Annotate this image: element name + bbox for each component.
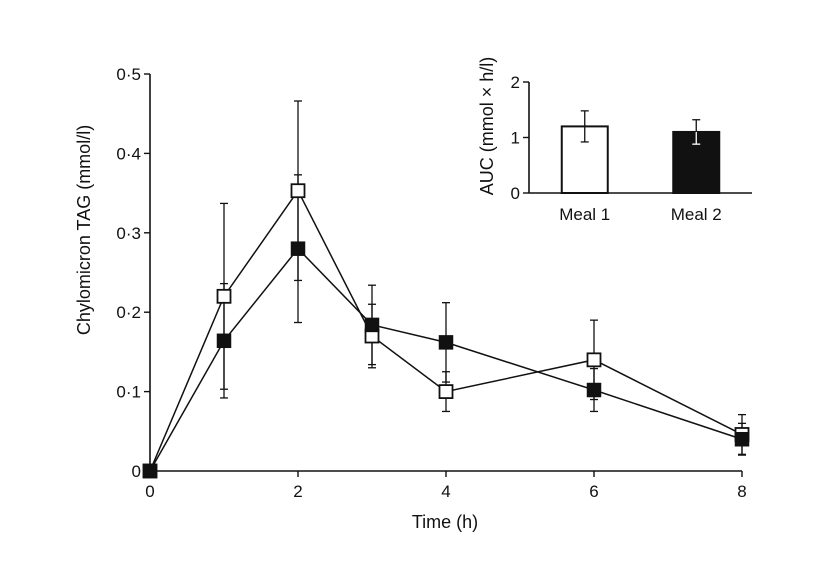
data-point-series-2	[364, 317, 380, 333]
data-point-series-2	[142, 463, 158, 479]
data-point-series-1	[216, 288, 232, 304]
inset-y-axis-title: AUC (mmol × h/l)	[477, 57, 497, 196]
x-tick-label: 8	[737, 482, 746, 501]
x-tick-label: 4	[441, 482, 450, 501]
data-point-series-1	[290, 183, 306, 199]
data-point-series-2	[216, 333, 232, 349]
data-point-series-1	[586, 352, 602, 368]
inset-category-label: Meal 2	[671, 205, 722, 224]
x-tick-label: 0	[145, 482, 154, 501]
inset-bar-plot: AUC (mmol × h/l) 0 1 2 Meal 1 Meal 2	[477, 57, 752, 224]
x-tick-label: 6	[589, 482, 598, 501]
y-tick-label: 0·5	[116, 65, 141, 84]
data-point-series-2	[586, 382, 602, 398]
inset-y-tick-label: 1	[511, 129, 520, 148]
data-point-series-1	[438, 384, 454, 400]
x-axis-title: Time (h)	[412, 512, 478, 532]
y-tick-label: 0	[132, 462, 141, 481]
data-point-series-2	[290, 241, 306, 256]
data-point-series-2	[438, 335, 454, 350]
x-tick-label: 2	[293, 482, 302, 501]
inset-y-tick-label: 0	[511, 184, 520, 203]
inset-y-tick-label: 2	[511, 73, 520, 92]
data-point-series-2	[734, 431, 750, 447]
inset-category-label: Meal 1	[559, 205, 610, 224]
y-tick-label: 0·1	[116, 383, 141, 402]
y-tick-label: 0·4	[116, 144, 141, 163]
y-tick-label: 0·3	[116, 224, 141, 243]
y-axis-title: Chylomicron TAG (mmol/l)	[74, 125, 94, 335]
y-tick-label: 0·2	[116, 303, 141, 322]
main-plot: Chylomicron TAG (mmol/l) Time (h) 0 0·1 0·…	[74, 65, 750, 532]
